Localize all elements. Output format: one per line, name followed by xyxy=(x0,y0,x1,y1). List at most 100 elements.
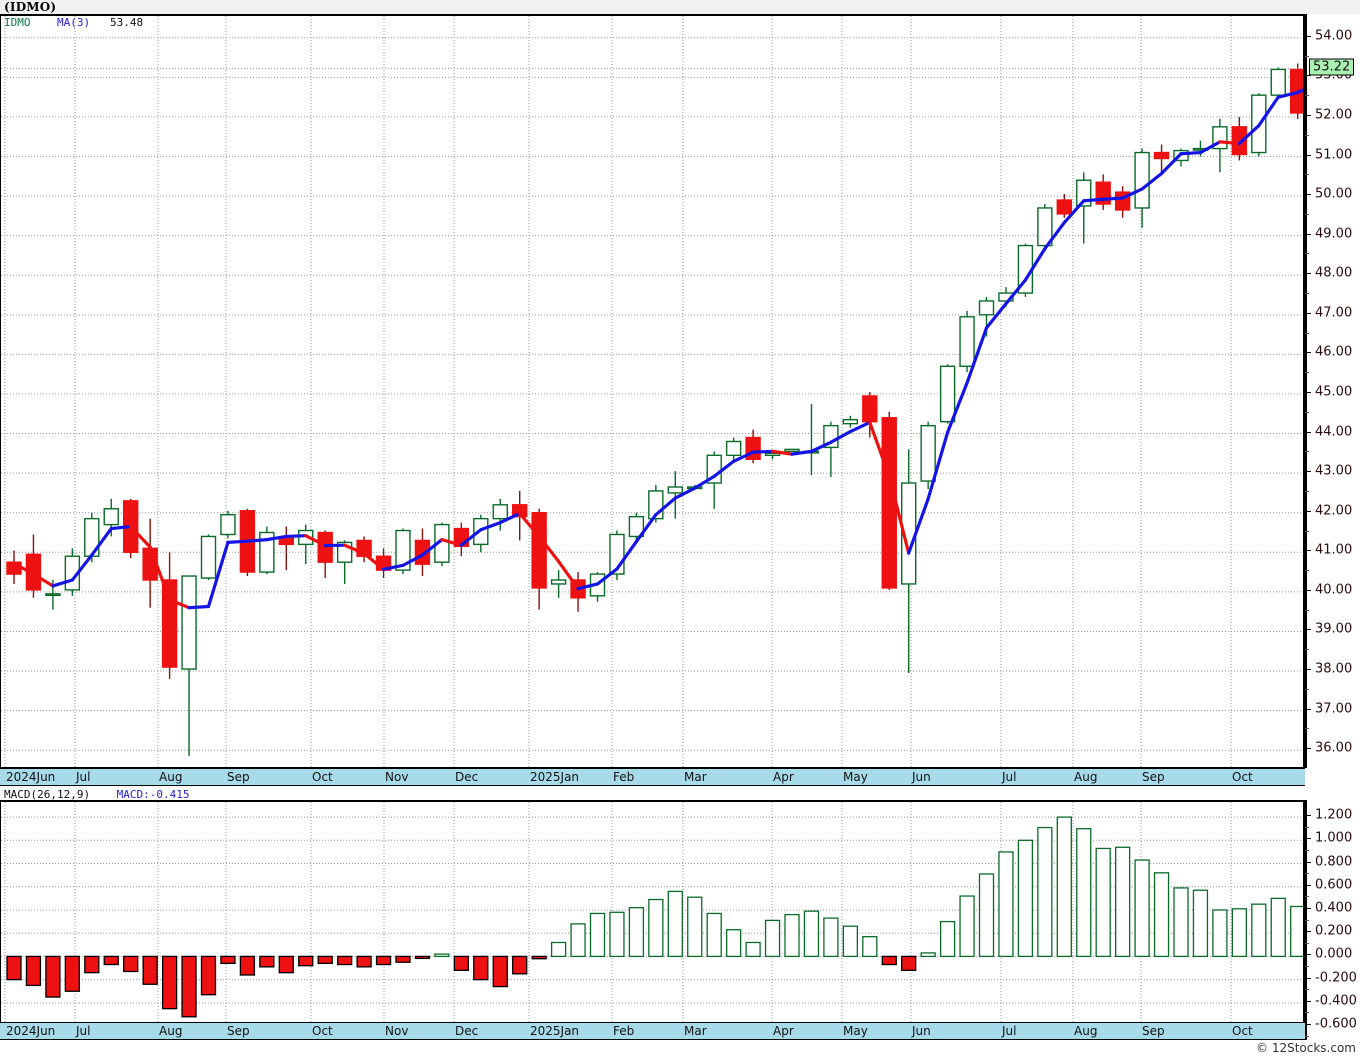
price-axis-minor-tick xyxy=(1305,411,1309,413)
date-axis-label: Jul xyxy=(1002,770,1017,784)
date-axis-label: Apr xyxy=(773,770,794,784)
price-axis-minor-tick xyxy=(1305,55,1309,57)
price-axis-tick xyxy=(1305,75,1311,77)
macd-axis-tick xyxy=(1305,907,1311,909)
macd-plot-area[interactable] xyxy=(1,802,1303,1039)
macd-axis-label: 0.000 xyxy=(1315,946,1353,962)
date-axis-label: 2024Jun xyxy=(6,1024,56,1038)
macd-axis-label: 0.800 xyxy=(1315,854,1353,870)
date-axis-label: Dec xyxy=(455,1024,479,1038)
price-axis-tick xyxy=(1305,708,1311,710)
macd-axis-minor-tick xyxy=(1305,849,1309,851)
macd-axis-tick xyxy=(1305,954,1311,956)
price-axis-label: 49.00 xyxy=(1315,226,1353,242)
price-axis-label: 51.00 xyxy=(1315,147,1353,162)
macd-axis-minor-tick xyxy=(1305,826,1309,828)
date-axis-label: Nov xyxy=(385,1024,409,1038)
price-axis-label: 46.00 xyxy=(1315,344,1353,360)
price-plot-area[interactable] xyxy=(1,16,1303,767)
price-axis-label: 54.00 xyxy=(1315,28,1353,44)
current-price-tag: 53.22 xyxy=(1309,58,1355,76)
price-axis-tick xyxy=(1305,550,1311,552)
price-axis-label: 52.00 xyxy=(1315,107,1353,123)
date-axis-label: Aug xyxy=(159,770,183,784)
date-axis-label: 2025Jan xyxy=(530,770,580,784)
price-axis-spine xyxy=(1305,14,1307,768)
date-axis-label: Oct xyxy=(1232,1024,1253,1038)
date-axis-label: 2025Jan xyxy=(530,1024,580,1038)
legend-macd-name: MACD(26,12,9) xyxy=(4,788,91,801)
macd-axis-label: 1.200 xyxy=(1315,807,1353,823)
macd-axis-minor-tick xyxy=(1305,966,1309,968)
price-axis-minor-tick xyxy=(1305,174,1309,176)
date-axis-label: Oct xyxy=(312,770,333,784)
date-axis-label: Sep xyxy=(227,1024,250,1038)
macd-chart-panel[interactable] xyxy=(0,800,1305,1040)
price-axis-tick xyxy=(1305,629,1311,631)
price-axis-minor-tick xyxy=(1305,570,1309,572)
date-axis-label: Feb xyxy=(613,770,635,784)
date-axis-label: Jun xyxy=(912,1024,931,1038)
legend-symbol: IDMO xyxy=(4,16,31,29)
macd-axis-tick xyxy=(1305,884,1311,886)
macd-axis-minor-tick xyxy=(1305,1035,1309,1037)
price-axis-tick xyxy=(1305,273,1311,275)
price-axis-minor-tick xyxy=(1305,372,1309,374)
price-axis-label: 48.00 xyxy=(1315,265,1353,281)
price-axis-minor-tick xyxy=(1305,332,1309,334)
price-axis-label: 44.00 xyxy=(1315,424,1353,440)
macd-axis-label: -0.400 xyxy=(1315,993,1357,1009)
price-axis-label: 47.00 xyxy=(1315,305,1353,321)
price-axis-minor-tick xyxy=(1305,728,1309,730)
price-axis-minor-tick xyxy=(1305,649,1309,651)
date-axis-label: Jun xyxy=(912,770,931,784)
macd-axis-tick xyxy=(1305,861,1311,863)
date-axis-label: Aug xyxy=(1074,1024,1098,1038)
price-axis-tick xyxy=(1305,352,1311,354)
date-axis-label: Nov xyxy=(385,770,409,784)
price-axis-minor-tick xyxy=(1305,688,1309,690)
price-axis-minor-tick xyxy=(1305,609,1309,611)
macd-axis-label: 1.000 xyxy=(1315,830,1353,846)
price-axis-label: 50.00 xyxy=(1315,186,1353,202)
page-title: (IDMO) xyxy=(4,0,57,14)
price-chart-panel[interactable] xyxy=(0,14,1305,768)
date-axis-label: Dec xyxy=(455,770,479,784)
price-axis-tick xyxy=(1305,312,1311,314)
date-axis-label: Aug xyxy=(159,1024,183,1038)
price-axis-tick xyxy=(1305,194,1311,196)
macd-axis-label: 0.600 xyxy=(1315,877,1353,893)
macd-axis-minor-tick xyxy=(1305,1012,1309,1014)
price-axis-label: 37.00 xyxy=(1315,701,1353,717)
price-axis-tick xyxy=(1305,431,1311,433)
macd-axis-tick xyxy=(1305,815,1311,817)
price-axis-label: 38.00 xyxy=(1315,661,1353,677)
title-bar: (IDMO) xyxy=(0,0,1360,14)
macd-axis-tick xyxy=(1305,1000,1311,1002)
date-axis-label: Jul xyxy=(76,770,91,784)
macd-axis-minor-tick xyxy=(1305,896,1309,898)
price-axis-minor-tick xyxy=(1305,253,1309,255)
macd-axis-label: -0.600 xyxy=(1315,1016,1357,1032)
date-axis-label: Aug xyxy=(1074,770,1098,784)
price-axis-minor-tick xyxy=(1305,134,1309,136)
price-axis-minor-tick xyxy=(1305,95,1309,97)
macd-axis-label: 0.200 xyxy=(1315,923,1353,939)
price-axis-minor-tick xyxy=(1305,451,1309,453)
date-axis-label: Mar xyxy=(684,1024,707,1038)
date-axis-label: Sep xyxy=(1142,1024,1165,1038)
macd-axis-tick xyxy=(1305,1024,1311,1026)
price-axis-minor-tick xyxy=(1305,213,1309,215)
date-axis-label: Feb xyxy=(613,1024,635,1038)
watermark: © 12Stocks.com xyxy=(1256,1041,1356,1055)
legend-macd-value: MACD:-0.415 xyxy=(116,788,190,801)
price-legend: IDMO MA(3) 53.48 xyxy=(4,16,143,29)
macd-axis-minor-tick xyxy=(1305,873,1309,875)
macd-axis-tick xyxy=(1305,838,1311,840)
macd-axis-tick xyxy=(1305,977,1311,979)
macd-histogram-svg xyxy=(1,802,1303,1039)
macd-axis-label: 0.400 xyxy=(1315,900,1353,916)
macd-axis-minor-tick xyxy=(1305,919,1309,921)
price-axis-minor-tick xyxy=(1305,293,1309,295)
